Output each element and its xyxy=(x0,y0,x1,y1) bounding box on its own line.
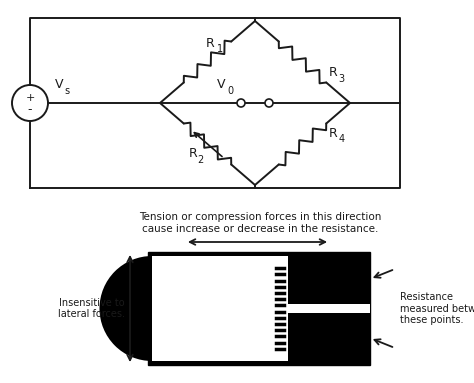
Text: 0: 0 xyxy=(227,86,233,96)
Bar xyxy=(150,256,288,361)
Bar xyxy=(288,313,370,363)
Text: Insensitive to
lateral forces.: Insensitive to lateral forces. xyxy=(58,298,125,319)
Text: R: R xyxy=(188,147,197,160)
Circle shape xyxy=(237,99,245,107)
Text: -: - xyxy=(28,103,32,116)
Text: s: s xyxy=(64,86,69,96)
Text: 3: 3 xyxy=(338,74,345,84)
Text: 2: 2 xyxy=(198,155,204,165)
Wedge shape xyxy=(100,256,152,361)
Text: Tension or compression forces in this direction
cause increase or decrease in th: Tension or compression forces in this di… xyxy=(139,212,381,234)
Text: +: + xyxy=(25,93,35,103)
Bar xyxy=(148,252,370,365)
Circle shape xyxy=(12,85,48,121)
Text: V: V xyxy=(217,79,226,92)
Text: 1: 1 xyxy=(217,44,223,54)
Text: 4: 4 xyxy=(338,134,345,144)
Text: R: R xyxy=(329,66,338,79)
Text: V: V xyxy=(55,79,64,92)
Bar xyxy=(288,254,370,304)
Circle shape xyxy=(265,99,273,107)
Bar xyxy=(288,304,370,313)
Text: R: R xyxy=(329,127,338,140)
Text: Resistance
measured between
these points.: Resistance measured between these points… xyxy=(400,292,474,325)
Text: R: R xyxy=(206,37,215,50)
